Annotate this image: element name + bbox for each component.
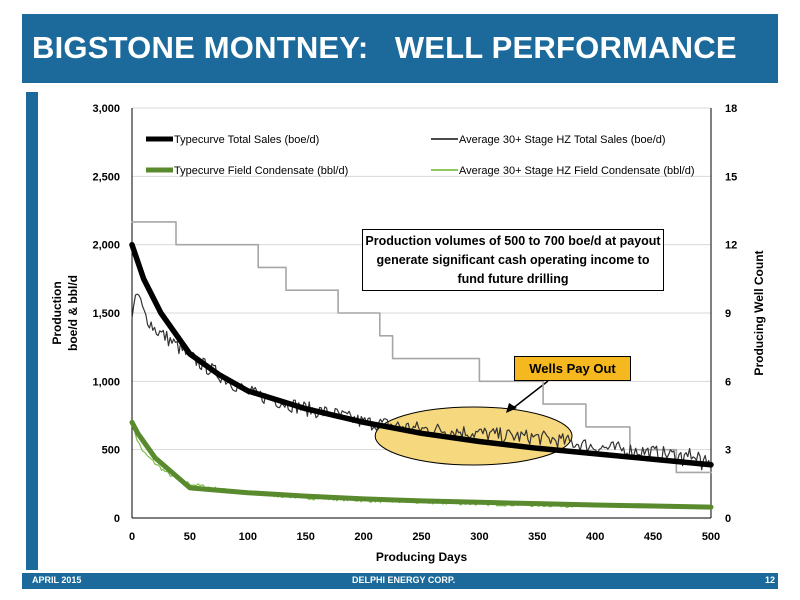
x-tick-label: 50: [184, 531, 196, 543]
x-tick-label: 250: [412, 531, 430, 543]
x-axis-title: Producing Days: [376, 550, 468, 564]
left-accent-stripe: [26, 92, 38, 570]
y-tick-label: 3,000: [92, 103, 120, 115]
footer-bar: APRIL 2015 DELPHI ENERGY CORP. 12: [22, 573, 778, 589]
y-axis-title-line2: boe/d & bbl/d: [66, 275, 80, 351]
title-bar: BIGSTONE MONTNEY: WELL PERFORMANCE: [22, 14, 778, 83]
y-tick-label: 500: [102, 445, 120, 457]
production-note-callout: Production volumes of 500 to 700 boe/d a…: [362, 229, 664, 291]
x-tick-label: 150: [297, 531, 315, 543]
y2-axis-title: Producing Well Count: [752, 250, 766, 375]
footer-company: DELPHI ENERGY CORP.: [352, 575, 456, 585]
wells-pay-out-callout: Wells Pay Out: [514, 356, 631, 381]
y2-tick-label: 15: [725, 171, 737, 183]
y2-tick-label: 18: [725, 103, 737, 115]
y-tick-label: 2,500: [92, 171, 120, 183]
y2-tick-label: 9: [725, 308, 731, 320]
x-tick-label: 300: [470, 531, 488, 543]
y2-tick-label: 3: [725, 445, 731, 457]
series-line-2: [129, 419, 714, 510]
x-tick-label: 450: [644, 531, 662, 543]
payout-arrow: [511, 380, 549, 410]
y-tick-label: 1,000: [92, 376, 120, 388]
legend-label: Average 30+ Stage HZ Total Sales (boe/d): [459, 134, 666, 146]
x-tick-label: 500: [702, 531, 720, 543]
x-tick-label: 0: [129, 531, 135, 543]
payout-arrowhead: [506, 403, 517, 413]
y-tick-label: 1,500: [92, 308, 120, 320]
series-line-4: [131, 221, 712, 474]
legend-label: Typecurve Total Sales (boe/d): [174, 134, 319, 146]
y-tick-label: 0: [114, 513, 120, 525]
y-axis-title-line1: Production: [50, 281, 64, 344]
slide-title: BIGSTONE MONTNEY: WELL PERFORMANCE: [32, 30, 737, 65]
x-tick-label: 350: [528, 531, 546, 543]
legend-label: Typecurve Field Condensate (bbl/d): [174, 165, 348, 177]
y-tick-label: 2,000: [92, 240, 120, 252]
y2-tick-label: 0: [725, 513, 731, 525]
y2-tick-label: 6: [725, 376, 731, 388]
series-line-0: [129, 241, 714, 468]
legend-label: Average 30+ Stage HZ Field Condensate (b…: [459, 165, 695, 177]
footer-page-number: 12: [765, 575, 776, 585]
x-tick-label: 400: [586, 531, 604, 543]
y2-tick-label: 12: [725, 240, 737, 252]
x-tick-label: 100: [239, 531, 257, 543]
x-tick-label: 200: [354, 531, 372, 543]
footer-date: APRIL 2015: [32, 575, 82, 585]
